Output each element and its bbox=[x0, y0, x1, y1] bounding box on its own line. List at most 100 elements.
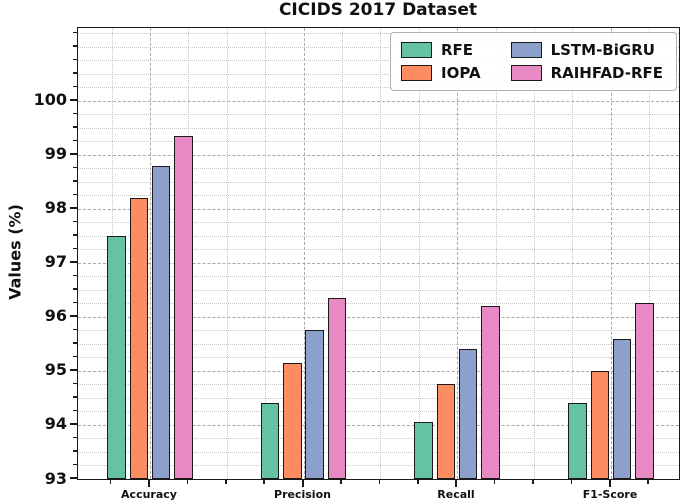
y-minor-tick bbox=[73, 382, 77, 385]
y-minor-tick bbox=[73, 193, 77, 196]
x-minor-tick bbox=[263, 479, 265, 484]
minor-gridline-h bbox=[78, 438, 679, 440]
minor-gridline-v bbox=[572, 28, 574, 479]
major-gridline-v bbox=[150, 28, 151, 479]
major-gridline-v bbox=[611, 28, 612, 479]
legend-label-iopa: IOPA bbox=[441, 64, 481, 82]
minor-gridline-v bbox=[226, 28, 228, 479]
x-minor-tick bbox=[109, 479, 112, 484]
bar-raihfad-rfe-accuracy bbox=[174, 136, 193, 479]
bar-lstm-bigru-f1-score bbox=[612, 338, 632, 479]
minor-gridline-h bbox=[78, 289, 679, 291]
y-minor-tick bbox=[73, 234, 77, 236]
y-minor-tick bbox=[73, 126, 77, 128]
bar-iopa-f1-score bbox=[590, 370, 610, 479]
minor-gridline-h bbox=[78, 465, 679, 467]
y-minor-tick bbox=[73, 274, 77, 277]
legend-item-iopa: IOPA bbox=[401, 63, 481, 83]
x-major-tick bbox=[301, 479, 304, 487]
y-tick-label: 99 bbox=[44, 144, 67, 164]
x-minor-tick bbox=[570, 479, 573, 484]
minor-gridline-h bbox=[78, 46, 679, 48]
bar-rfe-f1-score bbox=[568, 403, 587, 479]
major-gridline-h bbox=[78, 154, 679, 156]
y-tick-label: 94 bbox=[44, 414, 67, 434]
legend-label-lstm-bigru: LSTM-BiGRU bbox=[550, 41, 655, 59]
legend-item-raihfad-rfe: RAIHFAD-RFE bbox=[510, 63, 663, 83]
major-gridline-h bbox=[78, 262, 679, 264]
bar-raihfad-rfe-precision bbox=[327, 298, 347, 479]
x-major-tick bbox=[455, 479, 457, 487]
bar-lstm-bigru-accuracy bbox=[151, 165, 171, 479]
minor-gridline-h bbox=[78, 249, 679, 251]
x-minor-tick bbox=[647, 479, 649, 484]
y-minor-tick bbox=[73, 139, 77, 142]
legend-item-rfe: RFE bbox=[401, 40, 481, 60]
minor-gridline-v bbox=[418, 28, 420, 479]
minor-gridline-h bbox=[78, 343, 679, 345]
minor-gridline-v bbox=[342, 28, 343, 479]
minor-gridline-v bbox=[380, 28, 382, 479]
legend: RFE IOPA LSTM-BiGRU RAIHFAD-RFE bbox=[390, 32, 677, 91]
bar-lstm-bigru-recall bbox=[458, 349, 478, 479]
x-minor-tick bbox=[378, 479, 381, 484]
minor-gridline-v bbox=[649, 28, 651, 479]
minor-gridline-v bbox=[495, 28, 497, 479]
minor-gridline-v bbox=[265, 28, 267, 479]
y-minor-tick bbox=[73, 409, 77, 412]
y-minor-tick bbox=[73, 45, 77, 47]
bar-raihfad-rfe-f1-score bbox=[635, 303, 654, 479]
minor-gridline-h bbox=[78, 141, 679, 143]
x-minor-tick bbox=[225, 479, 227, 484]
minor-gridline-h bbox=[78, 195, 679, 197]
y-major-tick bbox=[70, 368, 77, 371]
major-gridline-h bbox=[78, 316, 679, 318]
plot-area: RFE IOPA LSTM-BiGRU RAIHFAD-RFE bbox=[77, 27, 680, 480]
y-minor-tick bbox=[73, 58, 77, 61]
y-minor-tick bbox=[73, 31, 77, 34]
y-axis-label: Values (%) bbox=[5, 204, 25, 300]
major-gridline-h bbox=[78, 208, 679, 210]
bar-iopa-precision bbox=[283, 362, 302, 479]
minor-gridline-h bbox=[78, 411, 679, 413]
x-minor-tick bbox=[186, 479, 189, 484]
x-minor-tick bbox=[532, 479, 534, 484]
bars-layer bbox=[78, 28, 679, 479]
y-minor-tick bbox=[73, 450, 77, 452]
bar-rfe-precision bbox=[260, 403, 280, 479]
legend-swatch-rfe bbox=[401, 42, 432, 58]
bar-iopa-accuracy bbox=[129, 198, 149, 479]
bar-rfe-recall bbox=[414, 422, 433, 479]
x-minor-tick bbox=[417, 479, 419, 484]
minor-gridline-h bbox=[78, 235, 679, 237]
y-tick-label: 96 bbox=[44, 306, 67, 326]
y-minor-tick bbox=[73, 180, 77, 182]
minor-gridline-v bbox=[534, 28, 535, 479]
minor-gridline-h bbox=[78, 451, 679, 453]
y-minor-tick bbox=[73, 328, 77, 331]
bar-rfe-accuracy bbox=[107, 235, 126, 479]
minor-gridline-h bbox=[78, 397, 679, 399]
minor-gridline-h bbox=[78, 73, 679, 75]
y-major-tick bbox=[70, 260, 77, 263]
bar-lstm-bigru-precision bbox=[305, 330, 324, 479]
minor-gridline-h bbox=[78, 384, 679, 386]
major-gridline-h bbox=[78, 100, 679, 102]
legend-swatch-raihfad-rfe bbox=[510, 65, 542, 81]
y-minor-tick bbox=[73, 72, 77, 74]
bar-raihfad-rfe-recall bbox=[481, 306, 500, 479]
major-gridline-v bbox=[303, 28, 305, 479]
minor-gridline-h bbox=[78, 33, 679, 35]
legend-swatch-lstm-bigru bbox=[510, 42, 542, 58]
legend-item-lstm-bigru: LSTM-BiGRU bbox=[510, 40, 663, 60]
y-minor-tick bbox=[73, 301, 77, 304]
x-major-tick bbox=[609, 479, 611, 487]
x-tick-label: Accuracy bbox=[121, 488, 177, 501]
major-gridline-h bbox=[78, 424, 679, 426]
y-minor-tick bbox=[73, 396, 77, 398]
legend-swatch-iopa bbox=[401, 65, 432, 81]
y-major-tick bbox=[70, 206, 77, 209]
y-tick-label: 93 bbox=[44, 468, 67, 488]
chart-title: CICIDS 2017 Dataset bbox=[278, 0, 478, 20]
